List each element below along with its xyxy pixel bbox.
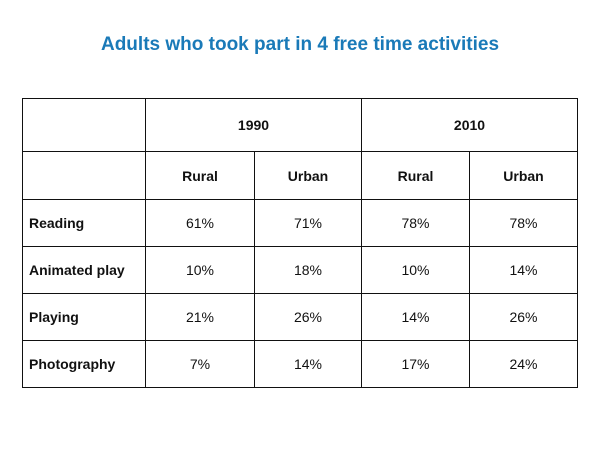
year-header-1990: 1990 [145,98,362,152]
year-header-2010: 2010 [361,98,578,152]
blank-header-cell [22,151,146,200]
cell-photography-urban-2010: 24% [469,340,578,388]
cell-reading-rural-1990: 61% [145,199,255,247]
corner-cell [22,98,146,152]
cell-playing-urban-2010: 26% [469,293,578,341]
cell-playing-rural-1990: 21% [145,293,255,341]
area-header-rural-1990: Rural [145,151,255,200]
cell-reading-urban-2010: 78% [469,199,578,247]
cell-playing-rural-2010: 14% [361,293,470,341]
table-row-playing: Playing 21% 26% 14% 26% [22,293,578,341]
row-label-reading: Reading [22,199,146,247]
cell-animated-play-urban-1990: 18% [254,246,362,294]
table-row-photography: Photography 7% 14% 17% 24% [22,340,578,388]
row-label-animated-play: Animated play [22,246,146,294]
cell-photography-rural-2010: 17% [361,340,470,388]
row-label-photography: Photography [22,340,146,388]
area-header-rural-2010: Rural [361,151,470,200]
area-header-urban-2010: Urban [469,151,578,200]
table-row-animated-play: Animated play 10% 18% 10% 14% [22,246,578,294]
cell-reading-urban-1990: 71% [254,199,362,247]
cell-playing-urban-1990: 26% [254,293,362,341]
row-label-playing: Playing [22,293,146,341]
cell-reading-rural-2010: 78% [361,199,470,247]
cell-photography-urban-1990: 14% [254,340,362,388]
data-table: 1990 2010 Rural Urban Rural Urban Readin… [22,98,578,388]
cell-animated-play-rural-1990: 10% [145,246,255,294]
year-header-row: 1990 2010 [22,98,578,152]
cell-animated-play-rural-2010: 10% [361,246,470,294]
chart-title: Adults who took part in 4 free time acti… [100,34,500,55]
table-row-reading: Reading 61% 71% 78% 78% [22,199,578,247]
area-header-row: Rural Urban Rural Urban [22,151,578,200]
cell-photography-rural-1990: 7% [145,340,255,388]
cell-animated-play-urban-2010: 14% [469,246,578,294]
area-header-urban-1990: Urban [254,151,362,200]
